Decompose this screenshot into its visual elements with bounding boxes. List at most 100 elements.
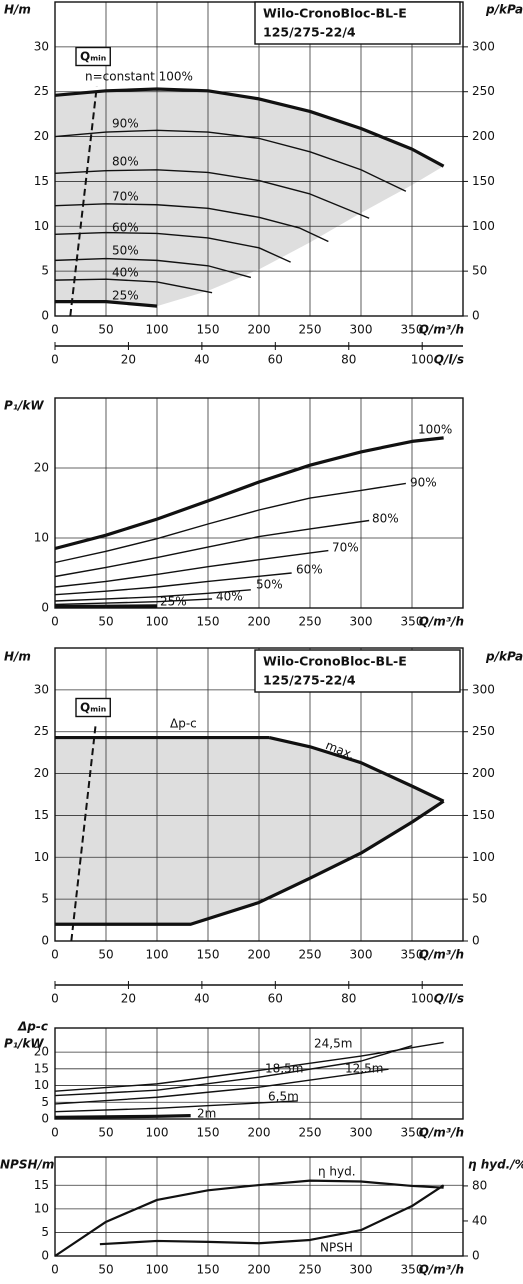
y-tick-label: 20 [34,766,49,780]
curve [55,300,158,308]
curve-label: 100% [418,423,452,437]
y2-axis-label: p/kPa [485,650,523,664]
x-tick-label: 200 [248,323,271,337]
curve [54,589,251,602]
x-tick-label: 0 [51,1263,59,1277]
y2-tick-label: 0 [472,309,480,323]
chart-subtitle: 125/275-22/4 [263,25,356,40]
y-tick-label: 10 [34,1078,49,1092]
x2-tick-label: 60 [268,992,283,1006]
operating-area [55,89,444,307]
chart: 0 50 100 150 200 250 300 350Q/m³/h051015202530H… [4,647,523,1006]
curve [70,723,97,942]
y-tick-label: 10 [34,531,49,545]
plot-frame [54,1156,464,1257]
x-tick-label: 0 [51,1126,59,1140]
x-tick-label: 150 [197,615,220,629]
curve-label: n=constant 100% [85,70,193,84]
curve-label: 25% [112,289,139,303]
curve [54,1041,444,1092]
curve [54,519,370,578]
curve-label: 50% [256,578,283,592]
y-tick-label: 5 [41,1095,49,1109]
x-axis-label: Q/m³/h [419,948,464,962]
x-tick-label: 300 [350,1126,373,1140]
x-tick-label: 0 [51,615,59,629]
curve [268,736,445,803]
y-tick-label: 20 [34,461,49,475]
y-axis-label: NPSH/m [0,1158,54,1172]
x-tick-label: 100 [146,1126,169,1140]
y-tick-label: 15 [34,1061,49,1075]
curve [69,86,98,317]
chart-subtitle: 125/275-22/4 [263,673,356,688]
title-box [254,649,461,693]
curve [54,1100,298,1113]
y-tick-label: 0 [41,601,49,615]
y-tick-label: 0 [41,934,49,948]
label-box [75,697,111,718]
curve [54,278,213,294]
x2-tick-label: 80 [341,992,356,1006]
curve [54,1045,413,1097]
y-tick-label: 10 [34,850,49,864]
chart-title: Wilo-CronoBloc-BL-E [263,654,407,669]
y2-tick-label: 200 [472,766,495,780]
curve-label: 60% [112,221,139,235]
y-tick-label: 0 [41,309,49,323]
y2-tick-label: 100 [472,219,495,233]
y-tick-label: 10 [34,219,49,233]
y2-axis-label: η hyd./% [468,1158,523,1172]
y-tick-label: 5 [41,1225,49,1239]
curve [54,482,406,564]
x-tick-label: 350 [401,1126,424,1140]
y-tick-label: 25 [34,84,49,98]
x2-tick-label: 40 [194,353,209,367]
curve-label: 90% [410,476,437,490]
curve-label: Qₘᵢₙ [80,50,106,64]
curve [54,169,370,219]
y-tick-label: 5 [41,892,49,906]
plot-frame [54,647,464,942]
curve-label: 80% [112,155,139,169]
x-tick-label: 50 [98,1263,113,1277]
y-tick-label: 0 [41,1112,49,1126]
curve [54,572,292,596]
y-tick-label: 25 [34,724,49,738]
x-axis-label: Q/m³/h [419,323,464,337]
curve-label: η hyd. [318,1165,356,1179]
y2-tick-label: 100 [472,850,495,864]
x-tick-label: 50 [98,948,113,962]
curve-label: NPSH [320,1241,353,1255]
x-tick-label: 100 [146,948,169,962]
y2-tick-label: 300 [472,682,495,696]
x-tick-label: 250 [299,1126,322,1140]
x-tick-label: 200 [248,1263,271,1277]
x-tick-label: 100 [146,323,169,337]
y-tick-label: 10 [34,1201,49,1215]
x2-tick-label: 80 [341,353,356,367]
y-tick-label: 15 [34,1178,49,1192]
curve [54,604,158,609]
curve-label: Δp-c [170,717,197,731]
x-tick-label: 350 [401,948,424,962]
x2-tick-label: 100 [411,992,434,1006]
x-tick-label: 250 [299,948,322,962]
y2-tick-label: 250 [472,84,495,98]
curve-label: Qₘᵢₙ [80,701,106,715]
curve [55,799,445,926]
x-tick-label: 100 [146,615,169,629]
y-tick-label: 15 [34,174,49,188]
y-tick-label: 30 [34,39,49,53]
curve [54,1114,191,1119]
plot-frame [54,1027,464,1120]
operating-area [55,737,444,925]
x-tick-label: 350 [401,323,424,337]
curve [54,203,329,243]
y-axis-label: P₁/kW [4,399,44,413]
curve-label: 60% [296,563,323,577]
y2-tick-label: 200 [472,129,495,143]
y-tick-label: 30 [34,682,49,696]
